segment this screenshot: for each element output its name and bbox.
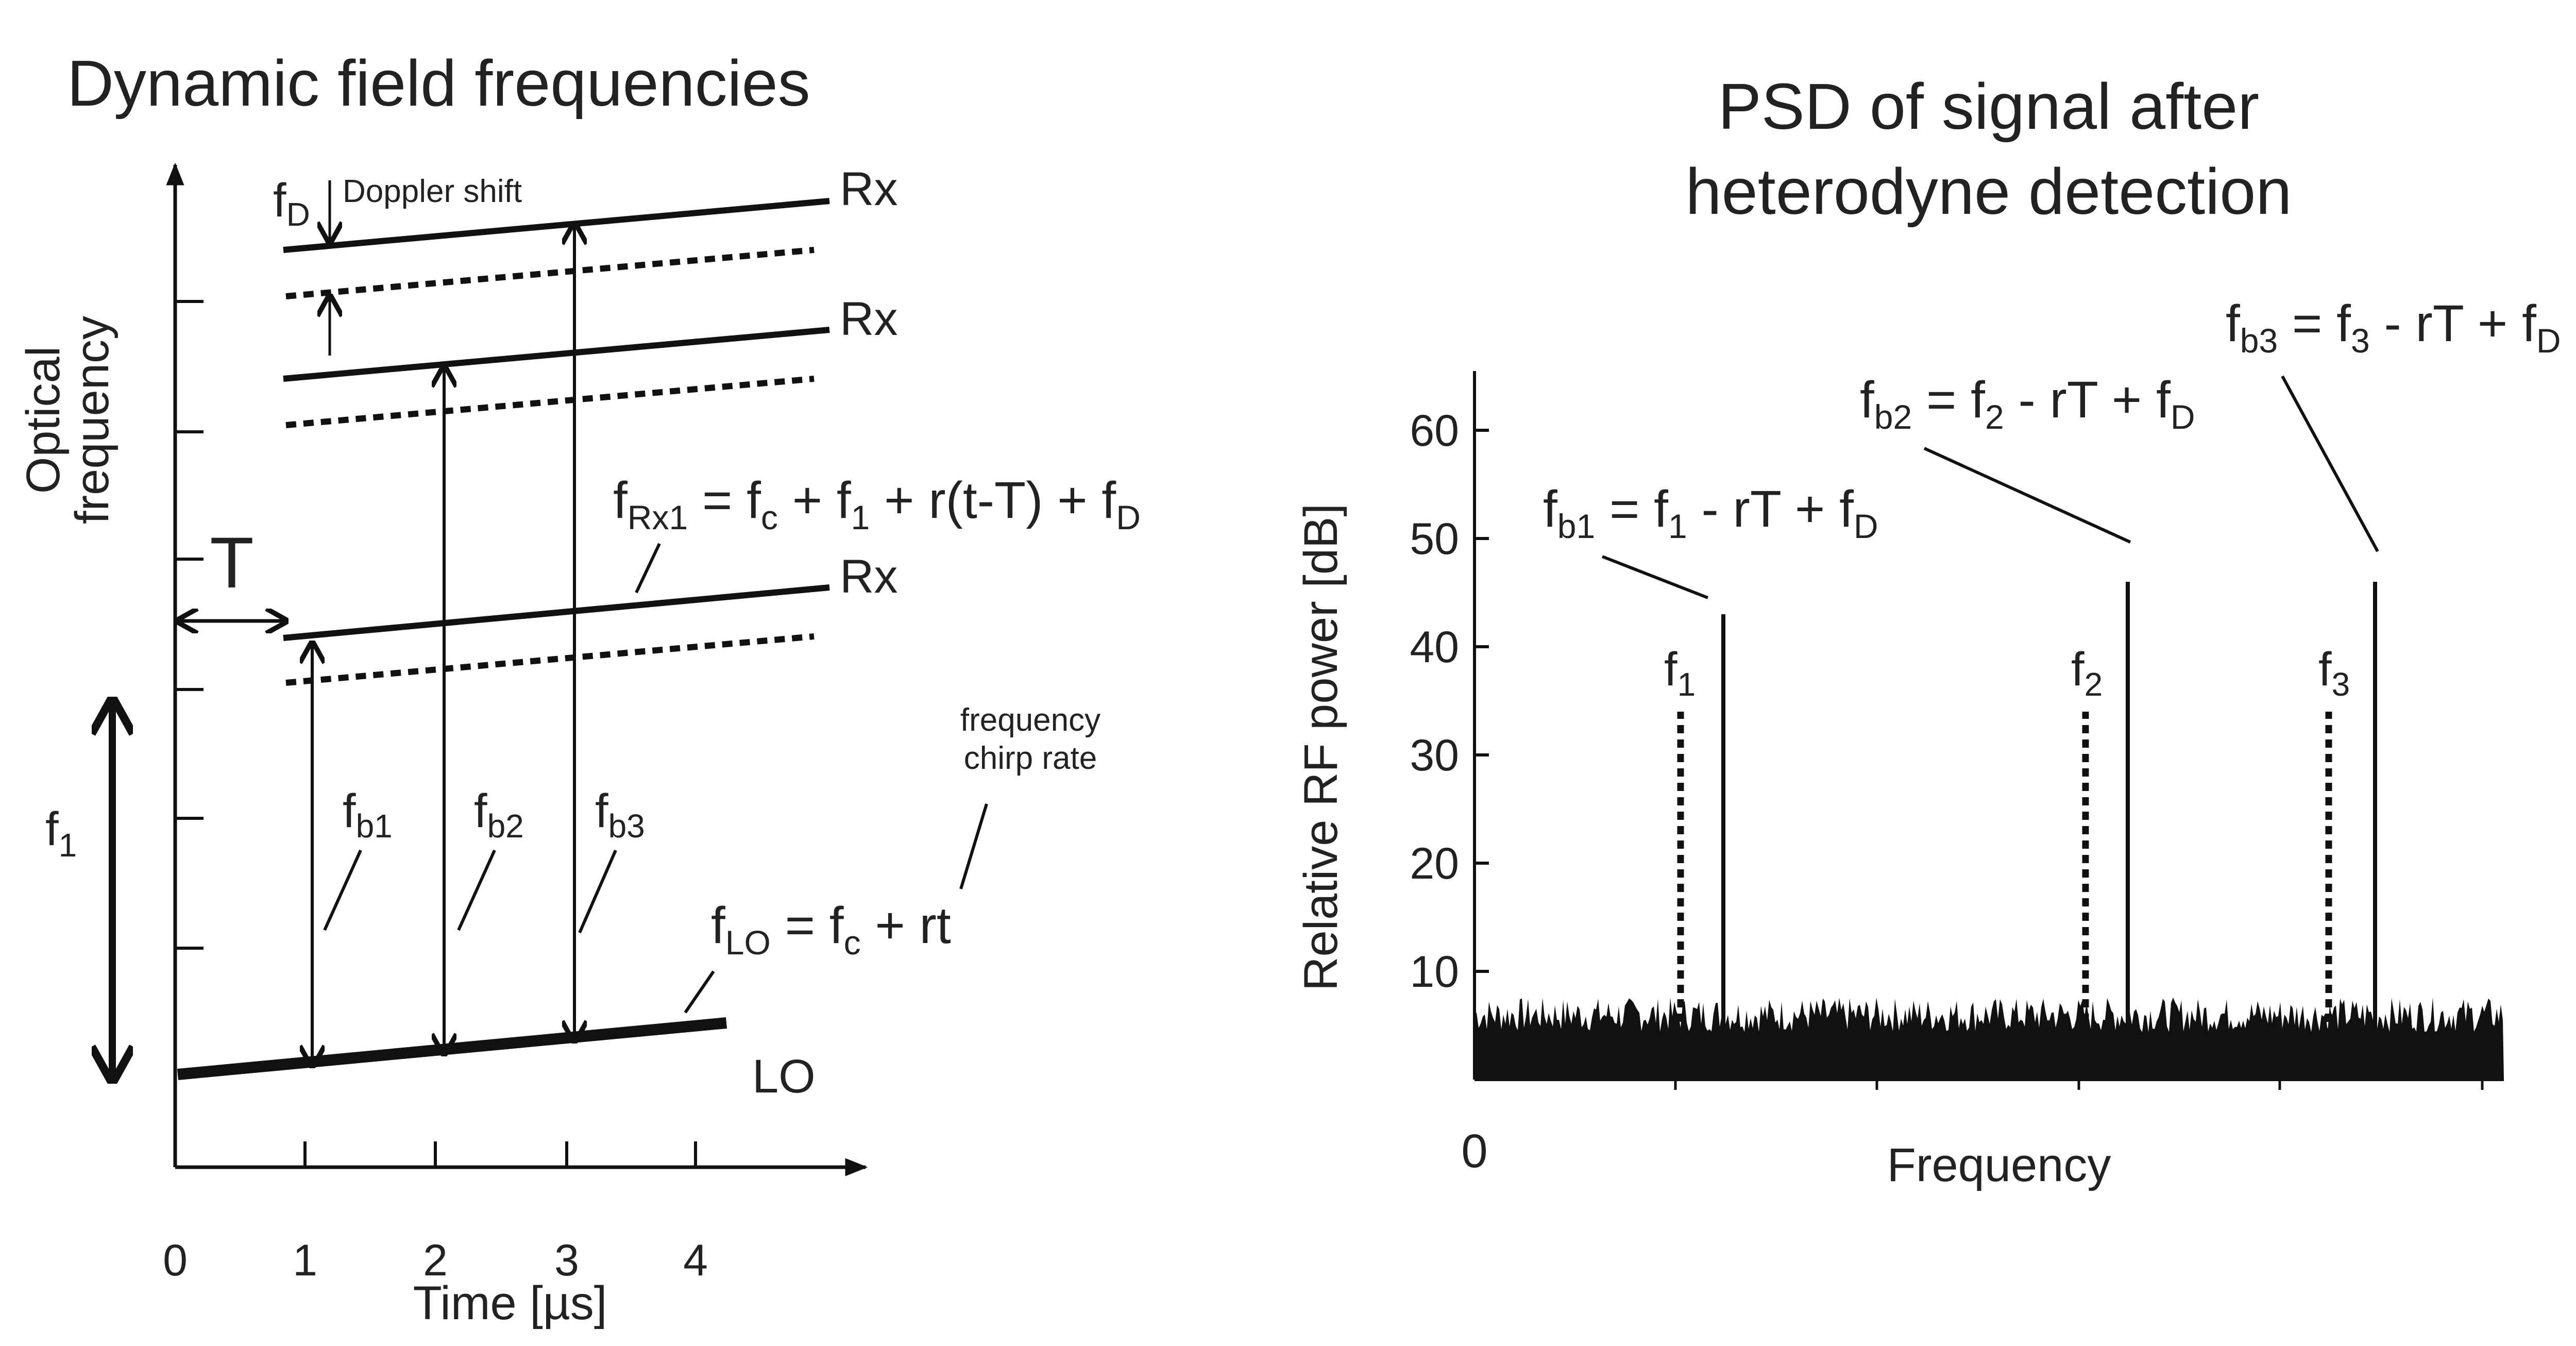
right-x-tick-zero: 0: [1461, 1125, 1487, 1177]
left-x-ticks: [303, 1141, 697, 1167]
right-panel: PSD of signal after heterodyne detection…: [1295, 70, 2561, 1191]
equation-text: f: [1860, 371, 1874, 429]
unshifted-line-2: [285, 376, 815, 428]
eq-rx1-leader: [635, 543, 661, 594]
eq-lo: fLO = fc + rt: [711, 897, 951, 962]
equation-subscript: LO: [725, 923, 771, 962]
eq-b1: fb1 = f1 - rT + fD: [1543, 480, 1878, 545]
delay-label: T: [210, 522, 254, 603]
unshifted-line-1: [285, 633, 815, 686]
peak-label-f3: f3: [2318, 643, 2350, 703]
eq-rx1: fRx1 = fc + f1 + r(t-T) + fD: [613, 472, 1141, 536]
eq-lo-leader: [684, 970, 715, 1014]
equation-subscript: D: [1116, 498, 1141, 536]
equation-text: f: [711, 897, 725, 954]
equation-text: = f: [771, 897, 844, 954]
equation-subscript: b1: [1557, 507, 1595, 545]
left-x-tick-labels: 0 1 2 3 4: [163, 1236, 708, 1285]
beat-label-3: fb3: [595, 785, 645, 845]
equation-text: - rT + f: [2004, 371, 2171, 429]
chirp-rate-line-1: frequency: [960, 702, 1100, 738]
equation-subscript: c: [761, 498, 778, 536]
equation-text: + r(t-T) + f: [870, 472, 1116, 529]
noise-floor: [1475, 997, 2504, 1080]
right-panel-title-line-2: heterodyne detection: [1686, 155, 2292, 228]
left-y-axis-label: Optical frequency: [17, 316, 118, 524]
left-y-ticks: [175, 300, 204, 950]
equation-subscript: 1: [1668, 507, 1687, 545]
eq-b1-leader: [1601, 555, 1709, 599]
unshifted-line-3: [285, 247, 815, 299]
equation-subscript: 2: [1985, 398, 2004, 436]
eq-b2-leader: [1923, 447, 2131, 544]
equation-subscript: D: [2171, 398, 2195, 436]
equation-subscript: 3: [2351, 322, 2370, 360]
doppler-text: Doppler shift: [343, 174, 522, 209]
equation-text: = f: [2278, 295, 2351, 352]
rx-label-3: Rx: [840, 163, 897, 215]
f1-label: f1: [45, 803, 77, 864]
right-y-axis-label: Relative RF power [dB]: [1295, 503, 1347, 991]
rx-label-2: Rx: [840, 293, 897, 345]
y-tick-label: 50: [1410, 514, 1459, 564]
equation-text: = f: [688, 472, 761, 529]
x-tick-label: 2: [423, 1236, 448, 1285]
equation-text: - rT + f: [1687, 480, 1854, 538]
equation-text: f: [2226, 295, 2240, 352]
eq-b3: fb3 = f3 - rT + fD: [2226, 295, 2561, 360]
eq-b2: fb2 = f2 - rT + fD: [1860, 371, 2195, 436]
right-x-axis-label: Frequency: [1887, 1139, 2111, 1191]
left-panel-title: Dynamic field frequencies: [67, 47, 810, 120]
equation-text: = f: [1595, 480, 1668, 538]
equation-subscript: 1: [851, 498, 870, 536]
chirp-rate-leader: [959, 803, 988, 889]
rx-line-1: [283, 584, 830, 641]
doppler-symbol: fD: [273, 174, 310, 233]
equation-text: f: [1543, 480, 1557, 538]
equation-subscript: D: [2536, 322, 2561, 360]
equation-text: + f: [778, 472, 851, 529]
beat-label-1: fb1: [343, 785, 393, 845]
beat-leader-lines: [323, 849, 617, 934]
y-tick-label: 30: [1410, 731, 1459, 780]
peak-label-f2: f2: [2071, 643, 2103, 703]
equation-subscript: b3: [2240, 322, 2278, 360]
y-tick-label: 60: [1410, 406, 1459, 456]
chirp-rate-line-2: chirp rate: [964, 741, 1097, 776]
f1-label-sub: 1: [59, 827, 77, 864]
peak-label-f1: f1: [1664, 643, 1696, 703]
f1-label-base: f: [45, 803, 59, 855]
y-axis-label-line-2: frequency: [66, 316, 118, 524]
equation-text: + rt: [861, 897, 951, 954]
equation-text: f: [613, 472, 628, 529]
beat-label-2: fb2: [474, 785, 524, 845]
equation-text: = f: [1912, 371, 1985, 429]
y-tick-label: 20: [1410, 839, 1459, 888]
left-panel: Dynamic field frequencies 0 1 2 3 4 Tim: [17, 47, 1141, 1330]
equation-subscript: D: [1854, 507, 1878, 545]
left-x-axis-label: Time [µs]: [413, 1277, 607, 1330]
x-tick-label: 4: [683, 1236, 708, 1285]
equation-subscript: b2: [1874, 398, 1912, 436]
y-tick-label: 10: [1410, 947, 1459, 997]
lo-line: [177, 1017, 727, 1080]
equation-subscript: c: [844, 923, 861, 962]
x-tick-label: 1: [293, 1236, 317, 1285]
x-tick-label: 3: [554, 1236, 579, 1285]
equation-subscript: Rx1: [628, 498, 688, 536]
y-tick-label: 40: [1410, 622, 1459, 672]
psd-plot: 10 20 30 40 50 60: [1410, 371, 2504, 1090]
rx-label-1: Rx: [840, 550, 897, 603]
beat-labels: fb1 fb2 fb3: [343, 785, 645, 845]
y-axis-label-line-1: Optical: [17, 346, 70, 494]
x-tick-label: 0: [163, 1236, 188, 1285]
right-panel-title-line-1: PSD of signal after: [1718, 70, 2260, 143]
equation-text: - rT + f: [2370, 295, 2536, 352]
rx-line-2: [283, 327, 830, 382]
rx-line-3: [283, 198, 830, 253]
eq-b3-leader: [2281, 375, 2379, 552]
lo-label: LO: [752, 1050, 816, 1103]
